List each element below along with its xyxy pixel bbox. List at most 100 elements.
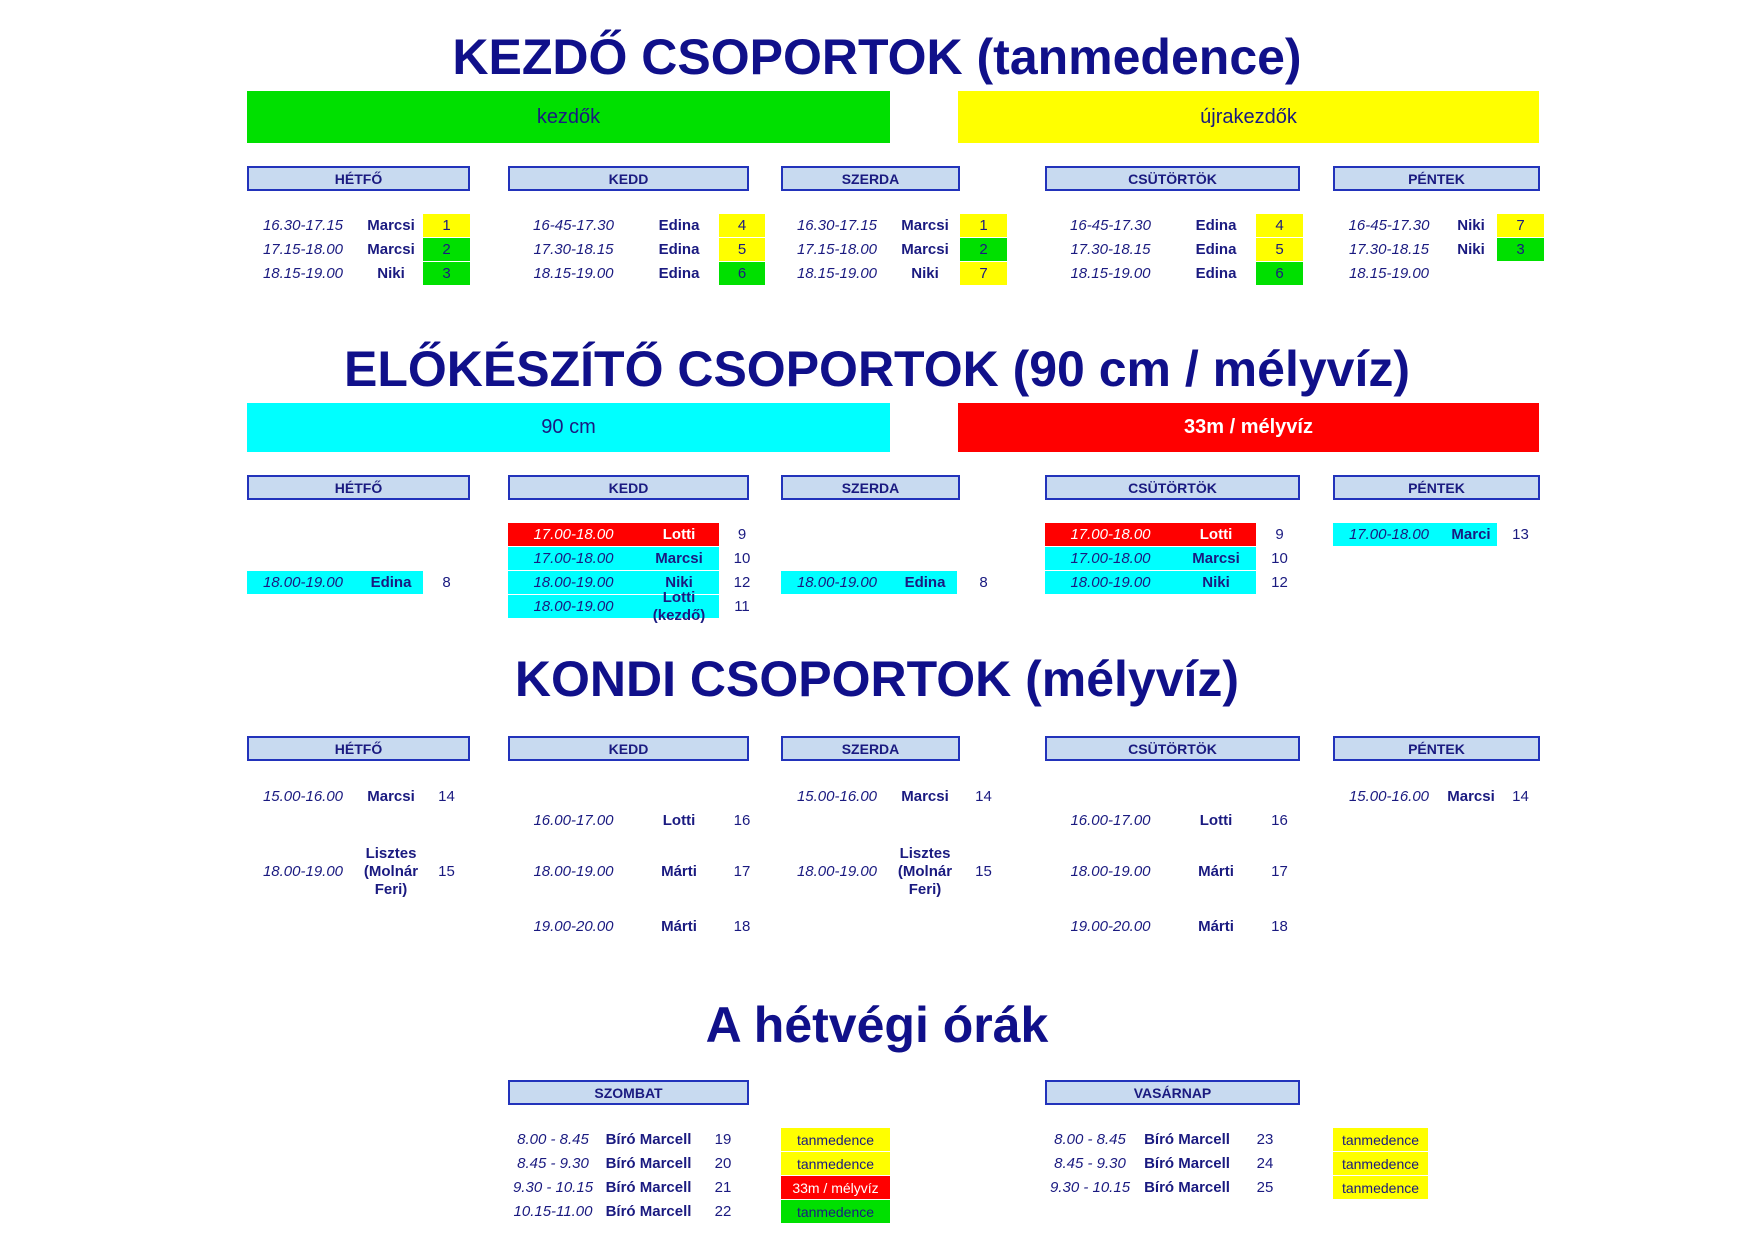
time-cell: 18.15-19.00	[1070, 265, 1151, 282]
day-header-monday: HÉTFŐ	[247, 736, 470, 761]
group-number: 19	[714, 1131, 732, 1148]
group-number: 15	[438, 863, 455, 880]
group-number: 8	[979, 574, 988, 591]
time-cell: 18.00-19.00	[262, 863, 344, 880]
time-cell: 15.00-16.00	[1348, 788, 1430, 805]
group-number: 10	[733, 550, 751, 567]
time-cell: 17.30-18.15	[1348, 241, 1430, 258]
instructor-name: Edina	[1195, 216, 1237, 234]
instructor-name: Márti	[1198, 917, 1234, 935]
section-title-elokeszito: ELŐKÉSZÍTŐ CSOPORTOK (90 cm / mélyvíz)	[344, 341, 1410, 397]
instructor-name: Bíró Marcell	[605, 1178, 692, 1196]
instructor-name: Marcsi	[367, 216, 415, 234]
instructor-name: Niki	[639, 571, 719, 594]
time-cell: 9.30 - 10.15	[512, 1179, 594, 1196]
day-header-tuesday: KEDD	[508, 166, 749, 191]
time-cell: 8.00 - 8.45	[1054, 1131, 1126, 1148]
time-cell: 19.00-20.00	[1070, 918, 1151, 935]
instructor-name: Marcsi	[901, 787, 949, 805]
time-cell: 19.00-20.00	[533, 918, 614, 935]
band-90cm: 90 cm	[247, 403, 890, 452]
time-cell: 18.00-19.00	[508, 595, 639, 618]
instructor-name: Niki	[1176, 571, 1256, 594]
location-badge: tanmedence	[781, 1128, 890, 1151]
instructor-name: Edina	[658, 216, 700, 234]
group-number: 15	[975, 863, 992, 880]
time-cell: 17.30-18.15	[533, 241, 614, 258]
time-cell: 16-45-17.30	[1070, 217, 1151, 234]
instructor-name: Edina	[658, 240, 700, 258]
group-number: 25	[1256, 1179, 1274, 1196]
instructor-name: Lotti	[639, 523, 719, 546]
group-number: 4	[1256, 214, 1303, 237]
day-header-monday: HÉTFŐ	[247, 166, 470, 191]
time-cell: 15.00-16.00	[262, 788, 344, 805]
group-number: 14	[1512, 788, 1529, 805]
day-header-wednesday: SZERDA	[781, 166, 960, 191]
band-kezdok: kezdők	[247, 91, 890, 143]
instructor-name: Niki	[377, 264, 405, 282]
instructor-name: Marcsi	[1176, 547, 1256, 570]
day-header-friday: PÉNTEK	[1333, 166, 1540, 191]
instructor-name: Niki	[911, 264, 939, 282]
day-header-tuesday: KEDD	[508, 475, 749, 500]
day-header-saturday: SZOMBAT	[508, 1080, 749, 1105]
day-header-friday: PÉNTEK	[1333, 475, 1540, 500]
time-cell: 16.30-17.15	[796, 217, 878, 234]
time-cell: 15.00-16.00	[796, 788, 878, 805]
time-cell: 17.15-18.00	[262, 241, 344, 258]
day-header-thursday: CSÜTÖRTÖK	[1045, 475, 1300, 500]
group-number: 11	[734, 598, 750, 615]
time-cell: 8.45 - 9.30	[517, 1155, 589, 1172]
group-number: 1	[960, 214, 1007, 237]
instructor-name: Marcsi	[639, 547, 719, 570]
instructor-name: Niki	[1457, 240, 1485, 258]
instructor-name: Marcsi	[901, 216, 949, 234]
instructor-name: Marcsi	[367, 787, 415, 805]
group-number: 5	[719, 238, 765, 261]
instructor-name: Márti	[661, 917, 697, 935]
group-number: 14	[975, 788, 992, 805]
time-cell: 18.15-19.00	[262, 265, 344, 282]
group-number: 9	[1275, 526, 1284, 543]
group-number: 20	[714, 1155, 732, 1172]
group-number: 9	[737, 526, 747, 543]
section-title-kezdo: KEZDŐ CSOPORTOK (tanmedence)	[452, 29, 1302, 85]
day-header-sunday: VASÁRNAP	[1045, 1080, 1300, 1105]
time-cell: 17.30-18.15	[1070, 241, 1151, 258]
day-header-monday: HÉTFŐ	[247, 475, 470, 500]
time-cell: 18.00-19.00	[1045, 571, 1176, 594]
time-cell: 17.15-18.00	[796, 241, 878, 258]
group-number: 22	[714, 1203, 732, 1220]
location-badge: tanmedence	[781, 1200, 890, 1223]
group-number: 18	[733, 918, 751, 935]
time-cell: 18.00-19.00	[533, 863, 614, 880]
instructor-name: Marcsi	[367, 240, 415, 258]
location-badge: tanmedence	[781, 1152, 890, 1175]
group-number: 6	[1256, 262, 1303, 285]
section-title-hetvegi: A hétvégi órák	[705, 997, 1049, 1053]
location-badge: tanmedence	[1333, 1128, 1428, 1151]
location-badge: tanmedence	[1333, 1152, 1428, 1175]
instructor-name: Marcsi	[1447, 787, 1495, 805]
time-cell: 18.15-19.00	[533, 265, 614, 282]
time-cell: 18.00-19.00	[1070, 863, 1151, 880]
group-number: 6	[719, 262, 765, 285]
time-cell: 17.00-18.00	[508, 547, 639, 570]
location-badge: 33m / mélyvíz	[781, 1176, 890, 1199]
group-number: 3	[1497, 238, 1544, 261]
group-number: 13	[1512, 526, 1529, 543]
group-number: 3	[423, 262, 470, 285]
time-cell: 16-45-17.30	[533, 217, 614, 234]
instructor-name: Bíró Marcell	[1144, 1130, 1230, 1148]
location-badge: tanmedence	[1333, 1176, 1428, 1199]
group-number: 17	[1271, 863, 1288, 880]
instructor-name: Lotti	[1176, 523, 1256, 546]
day-header-friday: PÉNTEK	[1333, 736, 1540, 761]
group-number: 10	[1271, 550, 1288, 567]
instructor-name: Edina	[893, 571, 957, 594]
instructor-name: Bíró Marcell	[1144, 1178, 1230, 1196]
group-number: 16	[733, 812, 751, 829]
time-cell: 17.00-18.00	[1045, 523, 1176, 546]
time-cell: 16-45-17.30	[1348, 217, 1430, 234]
